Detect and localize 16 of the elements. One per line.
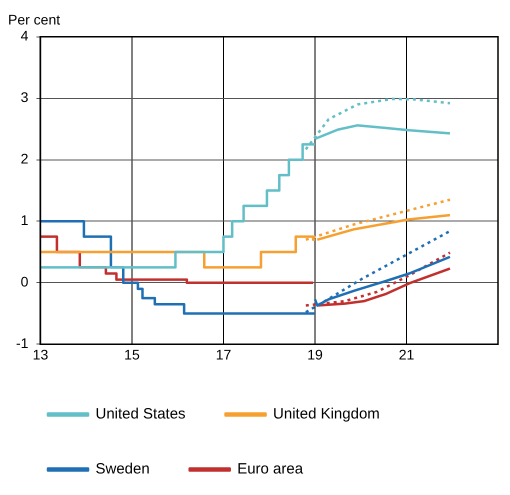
legend-label: Euro area [237, 460, 304, 478]
legend-label: United Kingdom [273, 406, 380, 423]
y-tick-label: 4 [20, 28, 29, 44]
y-axis-title: Per cent [8, 11, 60, 28]
y-tick-label: -1 [16, 335, 29, 352]
x-tick-label: 21 [398, 346, 414, 362]
legend-label: Sweden [96, 460, 150, 478]
y-tick-label: 3 [20, 89, 29, 106]
legend-label: United States [96, 406, 186, 423]
y-tick-label: 0 [20, 274, 29, 290]
y-tick-label: 2 [20, 150, 29, 167]
y-tick-label: 1 [20, 212, 29, 228]
x-tick-label: 13 [32, 346, 48, 362]
x-tick-label: 19 [307, 346, 323, 362]
x-tick-label: 17 [216, 346, 232, 362]
x-tick-label: 15 [124, 346, 140, 362]
